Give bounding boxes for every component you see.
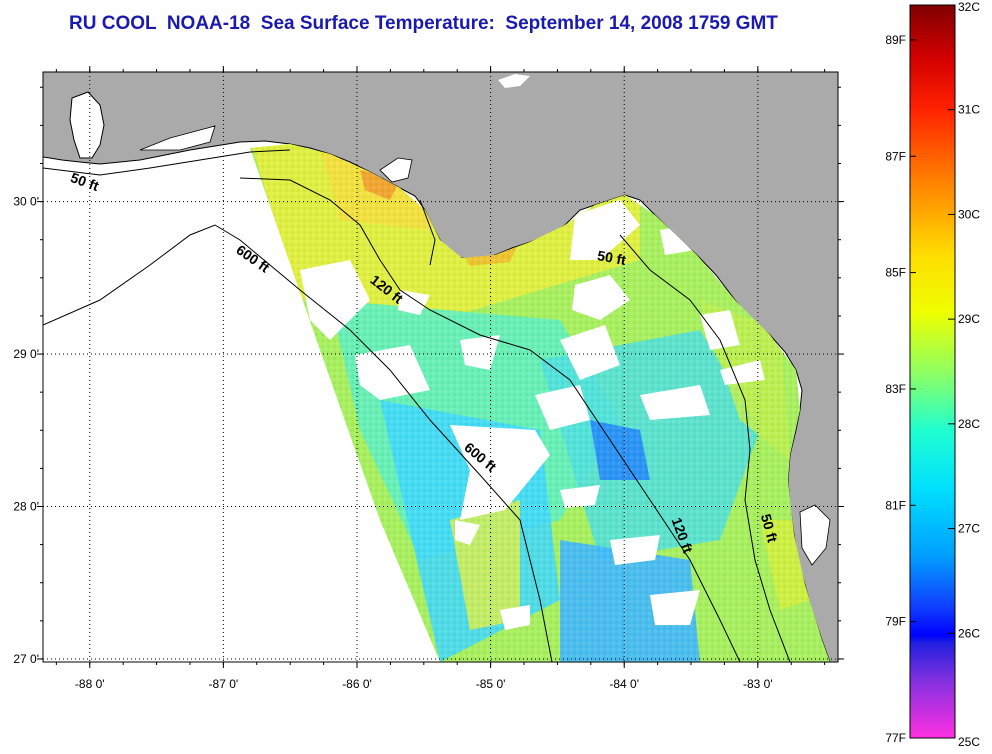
y-tick-label: 29 0' [13, 347, 39, 361]
colorbar-label-f: 83F [885, 382, 906, 396]
plot-frame [42, 71, 839, 663]
contour-120ft-shelf [419, 199, 436, 266]
contour-label: 50 ft [758, 512, 781, 544]
bay-feature [139, 125, 216, 151]
colorbar-label-f: 79F [885, 615, 906, 629]
x-tick-label: -84 0' [609, 677, 639, 691]
y-tick-label: 30 0' [13, 195, 39, 209]
colorbar-label-f: 81F [885, 498, 906, 512]
y-tick-label: 28 0' [13, 499, 39, 513]
colorbar-label-c: 26C [958, 626, 980, 640]
depth-contours [43, 149, 791, 662]
tampa-bay [799, 504, 831, 566]
contour-label: 50 ft [596, 247, 627, 268]
y-tick-label: 27 0' [13, 652, 39, 666]
axis-ticks: -88 0' -87 0' -86 0' -85 0' -84 0' -83 0' 30 0… [13, 66, 844, 691]
colorbar-label-c: 25C [958, 735, 980, 749]
contour-600ft [43, 224, 553, 662]
x-tick-label: -86 0' [342, 677, 372, 691]
contour-120ft [239, 177, 741, 662]
colorbar-label-f: 77F [885, 731, 906, 745]
colorbar-label-c: 30C [958, 207, 980, 221]
contour-50ft-east [619, 234, 791, 662]
bay-feature [379, 157, 413, 183]
colorbar [909, 4, 956, 739]
colorbar-label-c: 29C [958, 312, 980, 326]
mobile-bay [69, 91, 105, 159]
grid-lines [43, 72, 838, 662]
contour-50ft-west [43, 149, 291, 176]
colorbar-label-c: 31C [958, 103, 980, 117]
colorbar-label-c: 27C [958, 522, 980, 536]
x-tick-label: -83 0' [743, 677, 773, 691]
colorbar-label-f: 85F [885, 266, 906, 280]
colorbar-label-f: 87F [885, 149, 906, 163]
x-tick-label: -87 0' [209, 677, 239, 691]
x-tick-label: -88 0' [75, 677, 105, 691]
colorbar-label-c: 32C [958, 0, 980, 14]
x-tick-label: -85 0' [476, 677, 506, 691]
colorbar-label-c: 28C [958, 417, 980, 431]
map-title: RU COOL NOAA-18 Sea Surface Temperature:… [69, 13, 778, 34]
colorbar-labels: 32C 31C 30C 29C 28C 27C 26C 25C 89F 87F 85F 83F 81F 7… [885, 0, 980, 749]
lake-feature [498, 74, 530, 88]
colorbar-label-f: 89F [885, 33, 906, 47]
